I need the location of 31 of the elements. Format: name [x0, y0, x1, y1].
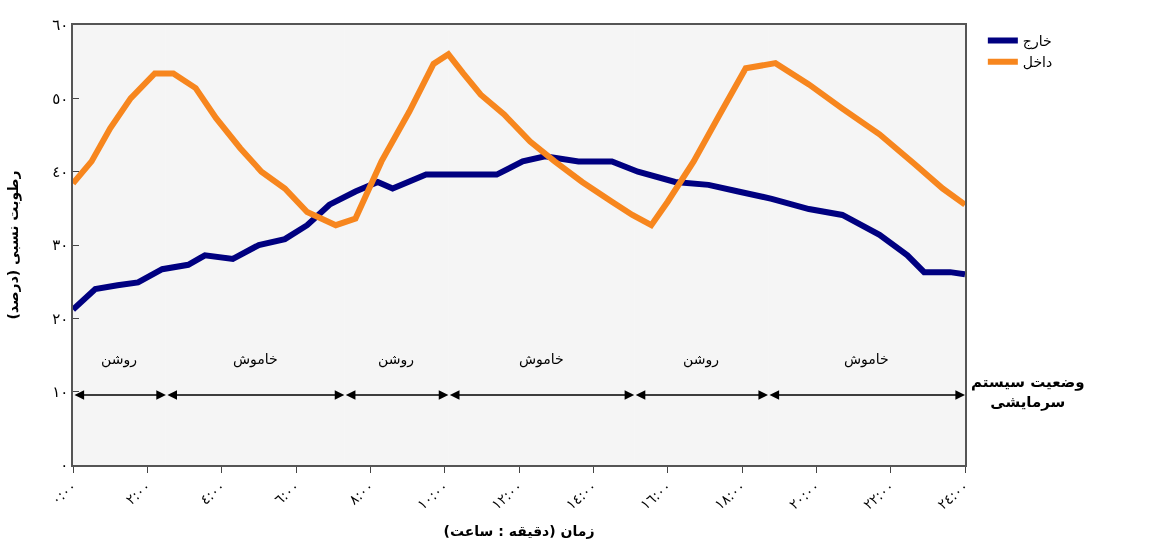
x-tick-label: ٢٢:٠٠: [860, 477, 898, 513]
x-tick-label: ٢٤:٠٠: [934, 477, 972, 513]
band-label: روشن: [683, 351, 719, 368]
y-tick-label: ٢٠: [52, 309, 69, 328]
y-tick-label: ٠: [60, 456, 69, 475]
text: وضعیت سیستم سرمایشی: [971, 373, 1085, 411]
x-tick-label: ١٨:٠٠: [711, 477, 749, 513]
x-tick-label: ٢:٠٠: [122, 477, 154, 508]
x-tick-label: ٨:٠٠: [345, 477, 377, 508]
band-label: خاموش: [844, 351, 889, 368]
x-tick-label: ٢٠:٠٠: [785, 477, 823, 513]
x-tick-label: ١٢:٠٠: [488, 477, 526, 513]
x-tick-label: ١٠:٠٠: [414, 477, 452, 513]
x-tick-label: ١٤:٠٠: [562, 477, 600, 513]
y-axis-title: رطوبت نسبی (درصد): [5, 170, 23, 320]
band-label: خاموش: [519, 351, 564, 368]
x-tick-label: ٠:٠٠: [48, 477, 80, 508]
y-tick-label: ٤٠: [52, 162, 69, 181]
y-tick-label: ١٠: [52, 382, 69, 401]
band-label: روشن: [378, 351, 414, 368]
band-label: روشن: [101, 351, 137, 368]
x-tick-label: ٤:٠٠: [196, 477, 229, 508]
legend-label: داخل: [1022, 54, 1053, 71]
legend-label: خارج: [1022, 33, 1052, 51]
y-tick-label: ٥٠: [52, 89, 69, 108]
band-label: خاموش: [233, 351, 278, 368]
x-tick-label: ٦:٠٠: [271, 477, 303, 508]
y-tick-label: ٦٠: [52, 16, 69, 35]
x-tick-label: ١٦:٠٠: [637, 477, 675, 513]
x-axis-title: زمان (دقیقه : ساعت): [443, 523, 595, 540]
y-tick-label: ٣٠: [52, 236, 69, 255]
